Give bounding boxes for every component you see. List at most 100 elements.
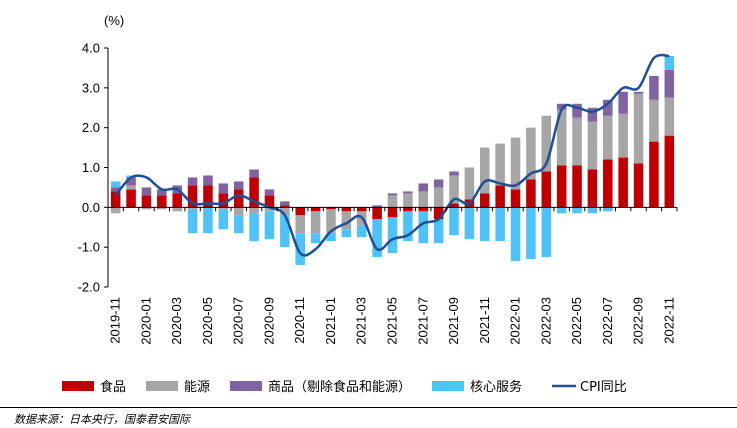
legend-label: 食品 [100,379,126,395]
bar-food-2021-04 [372,207,382,220]
bar-goods-2022-09 [633,91,644,94]
bar-food-2020-12 [310,207,321,212]
bar-core-services-2022-02 [526,207,536,260]
bar-food-2020-03 [172,193,182,208]
y-tick-label: 3.0 [82,80,100,95]
bar-energy-2021-11 [480,147,490,194]
bar-goods-2021-09 [449,171,459,176]
bar-core-services-2022-07 [603,207,613,212]
bar-core-services-2020-07 [233,215,244,234]
bar-food-2020-05 [203,185,213,208]
bar-food-2022-07 [603,159,613,208]
bar-core-services-2021-05 [387,217,398,254]
bar-energy-2020-02 [157,207,167,210]
legend-swatch-0 [62,381,94,391]
legend: 食品 能源 商品（剔除食品和能源） 核心服务 CPI同比 [62,379,627,395]
legend-label: 商品（剔除食品和能源） [268,379,411,395]
bar-food-2020-10 [280,205,290,208]
bar-energy-2020-10 [280,207,290,216]
bar-core-services-2021-12 [495,207,505,242]
bar-energy-2021-02 [341,211,352,230]
bar-core-services-2020-08 [249,213,259,242]
bar-food-2021-02 [341,207,352,212]
x-tick-label: 2021-07 [415,297,430,345]
bar-food-2019-11 [110,191,121,208]
bar-energy-2020-09 [264,207,275,212]
bar-energy-2022-03 [541,115,552,172]
bar-goods-2022-04 [556,103,567,110]
bar-food-2022-01 [510,189,521,208]
bar-energy-2020-01 [141,207,152,210]
cpi-line [114,53,670,257]
bar-goods-2022-06 [587,107,598,122]
y-axis-unit-label: (%) [104,13,124,28]
x-tick-label: 2019-11 [108,297,123,344]
bar-food-2022-03 [541,171,552,208]
bar-food-2020-01 [141,195,152,208]
bar-energy-2020-07 [233,207,244,216]
bar-food-2021-03 [356,207,367,212]
bar-energy-2020-08 [249,207,259,214]
bar-goods-2020-05 [203,175,213,186]
bars-layer [110,55,675,266]
bar-energy-2020-06 [218,207,229,210]
x-tick-label: 2020-01 [138,297,153,345]
legend-swatch-2 [230,381,262,391]
bar-goods-2022-11 [664,69,675,98]
y-tick-label: 0.0 [82,200,100,215]
bar-food-2021-01 [326,207,336,210]
bar-food-2022-10 [649,141,659,208]
bar-energy-2021-10 [464,167,475,200]
bar-core-services-2021-11 [480,207,490,242]
bar-goods-2020-09 [264,189,275,196]
bar-core-services-2021-02 [341,229,352,238]
bar-energy-2022-08 [618,113,628,158]
bar-energy-2021-06 [403,193,413,208]
chart-svg: 4.0 3.0 2.0 1.0 0.0 -1.0 -2.0 2019-11 2020-01 202… [62,13,678,395]
bar-goods-2021-08 [433,179,444,188]
bar-core-services-2020-06 [218,209,229,230]
bar-goods-2019-12 [126,177,136,186]
bar-energy-2022-06 [587,121,598,170]
legend-swatch-1 [146,381,178,391]
x-tick-label: 2022-01 [508,297,523,345]
bar-core-services-2021-10 [464,207,475,240]
bar-core-services-2021-07 [418,211,429,244]
line-layer [114,53,670,257]
bar-food-2021-05 [387,207,398,218]
bar-goods-2020-10 [280,201,290,206]
bar-food-2021-12 [495,185,505,208]
bar-energy-2022-10 [649,99,659,142]
x-tick-label: 2021-05 [385,297,400,345]
bar-goods-2019-11 [110,187,121,192]
bar-energy-2021-08 [433,187,444,208]
x-tick-label: 2021-11 [477,297,492,344]
bar-food-2020-11 [295,207,305,216]
bar-core-services-2020-10 [280,215,290,248]
ticks-layer: 4.0 3.0 2.0 1.0 0.0 -1.0 -2.0 2019-11 2020-01 202… [78,41,678,345]
bar-core-services-2020-04 [187,209,198,234]
bar-energy-2019-12 [126,185,136,190]
x-tick-label: 2022-09 [631,297,646,345]
bar-energy-2021-05 [387,195,398,208]
y-tick-label: 2.0 [82,120,100,135]
bar-core-services-2022-04 [556,207,567,214]
legend-label: CPI同比 [580,380,627,395]
bar-energy-2021-07 [418,191,429,208]
bar-food-2020-08 [249,177,259,208]
legend-label: 核心服务 [470,379,522,395]
bar-goods-2020-02 [157,189,167,196]
bar-food-2021-09 [449,203,459,208]
bar-core-services-2022-11 [664,55,675,70]
bar-food-2020-07 [233,189,244,208]
bar-goods-2022-05 [572,103,582,118]
bar-core-services-2022-01 [510,207,521,262]
source-divider [0,407,737,408]
bar-food-2020-04 [187,185,198,208]
bar-food-2021-06 [403,207,413,212]
bar-core-services-2022-06 [587,207,598,214]
bar-core-services-2020-09 [264,211,275,240]
bar-energy-2020-03 [172,207,182,212]
bar-energy-2020-11 [295,215,305,234]
x-tick-label: 2022-07 [600,297,615,345]
